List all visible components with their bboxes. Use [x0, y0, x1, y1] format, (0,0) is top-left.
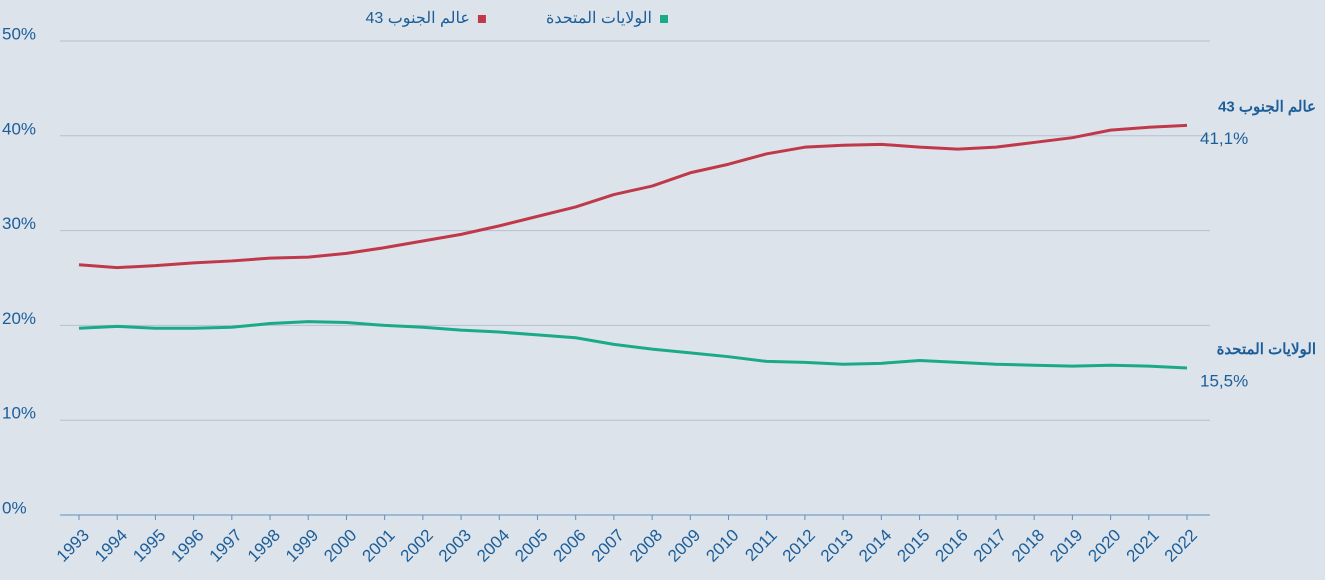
- y-tick-label: 50%: [2, 24, 36, 43]
- line-series: [78, 320, 1188, 370]
- x-tick-label: 2005: [511, 526, 551, 566]
- series-end-name: الولايات المتحدة: [1217, 341, 1316, 358]
- x-tick-label: 1996: [167, 526, 207, 566]
- y-tick-label: 0%: [2, 498, 27, 517]
- x-tick-label: 2011: [741, 526, 780, 565]
- x-tick-label: 2002: [397, 526, 437, 566]
- y-tick-label: 20%: [2, 309, 36, 328]
- x-tick-label: 1998: [244, 526, 284, 566]
- x-tick-label: 2017: [970, 526, 1010, 566]
- legend-swatch: [660, 15, 668, 23]
- line-series: [78, 123, 1188, 270]
- x-tick-label: 1994: [91, 526, 131, 566]
- x-tick-label: 2021: [1123, 526, 1163, 566]
- x-tick-label: 2012: [779, 526, 819, 566]
- x-tick-label: 2010: [702, 526, 742, 566]
- x-tick-label: 2006: [550, 526, 590, 566]
- x-tick-label: 2020: [1084, 526, 1124, 566]
- x-tick-label: 2016: [932, 526, 972, 566]
- series-end-name: عالم الجنوب 43: [1218, 98, 1316, 115]
- x-tick-label: 2004: [473, 526, 513, 566]
- x-tick-label: 1999: [282, 526, 322, 566]
- x-tick-label: 2009: [664, 526, 704, 566]
- x-tick-label: 2019: [1046, 526, 1086, 566]
- x-tick-label: 2001: [358, 526, 398, 566]
- legend-label: عالم الجنوب 43: [366, 10, 470, 27]
- value-label: 41,1%: [1200, 129, 1248, 148]
- x-tick-label: 2008: [626, 526, 666, 566]
- x-tick-label: 2022: [1161, 526, 1201, 566]
- x-tick-label: 2007: [588, 526, 628, 566]
- y-tick-label: 10%: [2, 404, 36, 423]
- y-tick-label: 30%: [2, 214, 36, 233]
- legend-label: الولايات المتحدة: [546, 10, 652, 27]
- x-tick-label: 1993: [53, 526, 93, 566]
- x-tick-label: 2014: [855, 526, 895, 566]
- x-tick-label: 2013: [817, 526, 857, 566]
- x-tick-label: 2018: [1008, 526, 1048, 566]
- value-label: 15,5%: [1200, 372, 1248, 391]
- x-tick-label: 1997: [206, 526, 246, 566]
- y-tick-label: 40%: [2, 119, 36, 138]
- legend-swatch: [477, 15, 486, 23]
- x-tick-label: 2015: [893, 526, 933, 566]
- x-tick-label: 2003: [435, 526, 475, 566]
- x-tick-label: 1995: [129, 526, 169, 566]
- x-tick-label: 2000: [320, 526, 360, 566]
